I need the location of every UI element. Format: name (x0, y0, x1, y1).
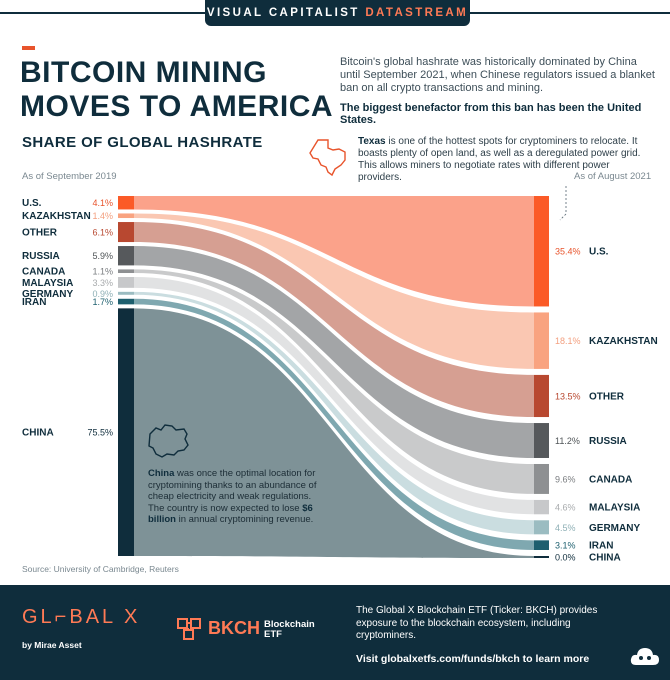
right-label-canada: CANADA (589, 474, 632, 485)
left-pct-kazakhstan: 1.4% (92, 211, 113, 221)
right-bar-russia (534, 423, 549, 458)
flow-russia (134, 246, 534, 458)
left-bar-other (118, 222, 134, 243)
title-line-1: BITCOIN MINING (20, 56, 267, 89)
right-pct-iran: 3.1% (555, 541, 576, 551)
china-annotation-amount: $6 billion (148, 502, 313, 526)
left-label-canada: CANADA (22, 267, 65, 278)
left-pct-iran: 1.7% (92, 297, 113, 307)
left-date-label: As of September 2019 (22, 171, 117, 182)
left-label-germany: GERMANY (22, 289, 73, 300)
right-label-u-s: U.S. (589, 247, 609, 258)
left-bar-canada (118, 269, 134, 274)
fund-name: Blockchain ETF (264, 619, 315, 640)
flow-kazakhstan (134, 213, 534, 369)
right-label-russia: RUSSIA (589, 436, 627, 447)
left-label-u-s: U.S. (22, 198, 42, 209)
right-pct-russia: 11.2% (555, 436, 580, 446)
intro-highlight: The biggest benefactor from this ban has… (340, 102, 642, 126)
texas-annotation: Texas is one of the hottest spots for cr… (358, 136, 650, 184)
left-bar-russia (118, 246, 134, 266)
right-bar-kazakhstan (534, 312, 549, 369)
texas-annotation-text: is one of the hottest spots for cryptomi… (358, 136, 641, 183)
right-bar-germany (534, 520, 549, 535)
right-label-germany: GERMANY (589, 523, 640, 534)
fund-link[interactable]: Visit globalxetfs.com/funds/bkch to lear… (356, 653, 590, 665)
left-bar-iran (118, 298, 134, 305)
chart-subtitle: SHARE OF GLOBAL HASHRATE (22, 134, 263, 151)
right-pct-germany: 4.5% (555, 523, 576, 533)
left-bar-germany (118, 291, 134, 295)
right-bar-china (534, 556, 549, 558)
flow-u-s (134, 196, 534, 307)
right-pct-other: 13.5% (555, 391, 581, 401)
left-label-malaysia: MALAYSIA (22, 278, 73, 289)
left-pct-u-s: 4.1% (92, 198, 113, 208)
texas-map-icon (309, 139, 346, 177)
china-annotation-bold: China (148, 468, 175, 479)
right-bar-other (534, 374, 549, 418)
right-pct-u-s: 35.4% (555, 247, 581, 257)
flow-germany (134, 291, 534, 535)
global-x-logo-sub: by Mirae Asset (22, 640, 82, 650)
left-pct-germany: 0.9% (92, 289, 113, 299)
brand-name: VISUAL CAPITALIST (206, 7, 360, 19)
right-bar-iran (534, 540, 549, 550)
right-bar-u-s (534, 196, 549, 307)
china-annotation: China was once the optimal location for … (148, 468, 328, 526)
intro-text: Bitcoin's global hashrate was historical… (340, 56, 655, 94)
left-pct-russia: 5.9% (92, 251, 113, 261)
right-bar-canada (534, 463, 549, 494)
flow-iran (134, 298, 534, 550)
fund-description: The Global X Blockchain ETF (Ticker: BKC… (356, 605, 598, 641)
left-label-iran: IRAN (22, 297, 46, 308)
left-pct-malaysia: 3.3% (92, 278, 113, 288)
right-label-china: CHINA (589, 553, 621, 564)
right-label-other: OTHER (589, 391, 625, 402)
fund-ticker: BKCH (208, 618, 260, 638)
right-pct-china: 0.0% (555, 553, 576, 563)
left-bar-u-s (118, 196, 134, 210)
brand-tab: VISUAL CAPITALIST DATASTREAM (205, 0, 470, 26)
global-x-logo: GL⌐BAL X (22, 606, 141, 628)
left-pct-canada: 1.1% (92, 267, 113, 277)
left-label-other: OTHER (22, 228, 58, 239)
title-accent-dash (22, 46, 35, 50)
flow-other (134, 222, 534, 418)
sponsor-footer: GL⌐BAL X by Mirae Asset BKCH Blockchain … (0, 585, 670, 680)
left-label-kazakhstan: KAZAKHSTAN (22, 211, 91, 222)
blockchain-cube-icon (177, 618, 201, 640)
brand-accent: DATASTREAM (365, 7, 469, 19)
left-label-china: CHINA (22, 428, 54, 439)
right-pct-kazakhstan: 18.1% (555, 336, 581, 346)
flow-canada (134, 269, 534, 494)
title-line-2: MOVES TO AMERICA (20, 90, 334, 123)
left-bar-malaysia (118, 277, 134, 288)
right-pct-canada: 9.6% (555, 474, 576, 484)
left-bar-kazakhstan (118, 213, 134, 219)
right-pct-malaysia: 4.6% (555, 503, 576, 513)
texas-leader-line (559, 186, 567, 221)
left-label-russia: RUSSIA (22, 251, 60, 262)
left-bar-china (118, 308, 134, 556)
left-pct-china: 75.5% (87, 428, 113, 438)
page-title: BITCOIN MINING MOVES TO AMERICA (20, 56, 333, 124)
top-banner: VISUAL CAPITALIST DATASTREAM (0, 0, 670, 30)
right-label-iran: IRAN (589, 541, 613, 552)
right-bar-malaysia (534, 499, 549, 515)
right-date-label: As of August 2021 (574, 171, 652, 182)
texas-annotation-bold: Texas (358, 136, 386, 147)
visual-capitalist-cloud-icon (630, 648, 659, 665)
china-annotation-text-end: in annual cryptomining revenue. (175, 514, 314, 525)
right-label-kazakhstan: KAZAKHSTAN (589, 336, 658, 347)
right-label-malaysia: MALAYSIA (589, 503, 640, 514)
china-annotation-text: was once the optimal location for crypto… (148, 468, 317, 514)
china-map-icon (148, 424, 189, 458)
flow-malaysia (134, 277, 534, 515)
left-pct-other: 6.1% (92, 228, 113, 238)
source-note: Source: University of Cambridge, Reuters (22, 564, 179, 574)
flow-china (134, 308, 534, 558)
